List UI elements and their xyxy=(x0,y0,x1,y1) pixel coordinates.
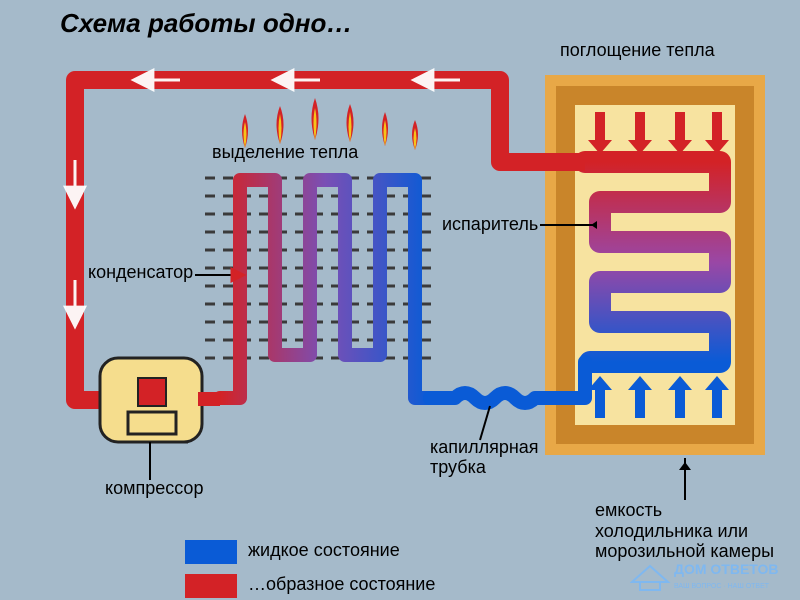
evaporator-coil xyxy=(585,162,720,362)
legend-swatch-gas xyxy=(185,574,237,598)
fridge-mid xyxy=(556,86,754,444)
leader-lines xyxy=(150,221,691,500)
label-compressor: компрессор xyxy=(105,478,203,499)
label-heat-absorption: поглощение тепла xyxy=(560,40,715,61)
capillary-pipe xyxy=(430,362,585,403)
flow-arrows-hot xyxy=(75,80,460,320)
fridge-inner xyxy=(575,105,735,425)
legend-swatch-liquid xyxy=(185,540,237,564)
label-condenser: конденсатор xyxy=(88,262,193,283)
fridge-outer xyxy=(545,75,765,455)
hot-pipe xyxy=(75,80,585,400)
watermark: ДОМ ОТВЕТОВ ВАШ ВОПРОС · НАШ ОТВЕТ xyxy=(630,552,790,596)
watermark-top: ДОМ ОТВЕТОВ xyxy=(674,561,779,577)
condenser-coil xyxy=(220,180,430,398)
label-evaporator: испаритель xyxy=(442,214,538,235)
diagram-title: Схема работы одно… xyxy=(60,8,352,39)
watermark-bottom: ВАШ ВОПРОС · НАШ ОТВЕТ xyxy=(674,583,770,590)
condenser-fins xyxy=(205,178,431,358)
cold-up-arrows xyxy=(588,376,729,418)
legend-liquid-label: жидкое состояние xyxy=(248,540,400,561)
label-heat-release: выделение тепла xyxy=(212,142,358,163)
label-capillary: капиллярная трубка xyxy=(430,438,539,478)
heat-absorb-arrows xyxy=(588,112,729,154)
diagram-canvas: { "title": "Схема работы одно…", "labels… xyxy=(0,0,800,600)
legend-gas-label: …образное состояние xyxy=(248,574,435,595)
compressor xyxy=(100,358,220,442)
